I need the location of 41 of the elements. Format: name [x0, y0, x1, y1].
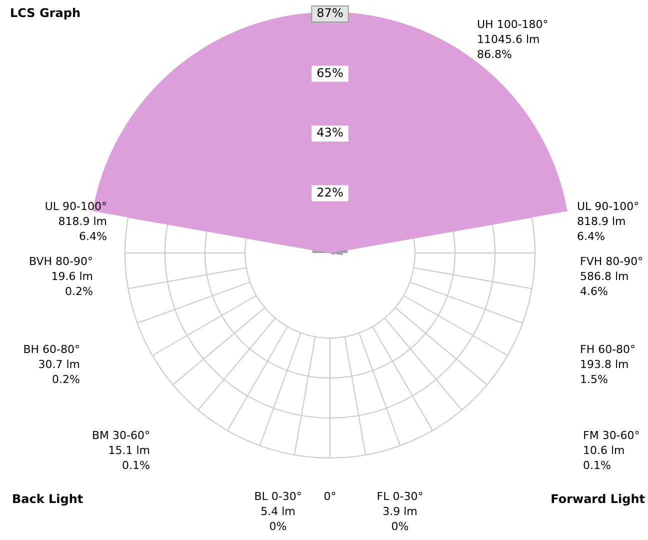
- data-label: 86.8%: [477, 48, 512, 61]
- text: 3.9 lm: [382, 504, 418, 518]
- text: 10.6 lm: [583, 444, 625, 457]
- text: 43%: [316, 126, 344, 140]
- text: 586.8 lm: [580, 270, 629, 283]
- text: Forward Light: [550, 492, 646, 506]
- text: 193.8 lm: [580, 358, 629, 371]
- category-label: BVH 80-90°: [29, 254, 93, 268]
- category-label: UL 90-100°: [44, 200, 107, 213]
- text: 65%: [316, 66, 344, 80]
- category-label: BL 0-30°: [254, 490, 302, 503]
- text: 30.7 lm: [38, 358, 80, 371]
- text: 15.1 lm: [108, 444, 150, 457]
- data-label: 6.4%: [577, 230, 605, 243]
- text: 0°: [324, 490, 336, 503]
- data-label: 0%: [391, 520, 409, 533]
- data-label: 0.1%: [122, 458, 150, 472]
- data-label: 1.5%: [580, 372, 608, 386]
- category-label: UL 90-100°: [577, 200, 640, 213]
- category-label: FM 30-60°: [583, 428, 640, 442]
- category-label: BH 60-80°: [23, 342, 80, 356]
- data-label: 0.2%: [65, 284, 93, 298]
- text: 19.6 lm: [51, 270, 93, 283]
- category-label: FH 60-80°: [580, 342, 636, 356]
- category-label: UH 100-180°: [477, 18, 548, 31]
- text: LCS Graph: [10, 6, 80, 20]
- text: 87%: [316, 6, 344, 20]
- text: Back Light: [12, 492, 84, 506]
- text: 22%: [316, 185, 344, 200]
- data-label: 6.4%: [79, 230, 107, 243]
- text: 11045.6 lm: [477, 32, 540, 46]
- category-label: FL 0-30°: [376, 490, 424, 503]
- category-label: FVH 80-90°: [580, 254, 644, 268]
- text: 5.4 lm: [260, 504, 296, 518]
- text: 818.9 lm: [58, 214, 107, 228]
- category-label: BM 30-60°: [92, 428, 150, 442]
- data-label: 0.1%: [583, 458, 611, 472]
- data-label: 4.6%: [580, 284, 608, 298]
- data-label: 0.2%: [52, 372, 80, 386]
- text: 818.9 lm: [577, 214, 626, 228]
- data-label: 0%: [269, 520, 287, 533]
